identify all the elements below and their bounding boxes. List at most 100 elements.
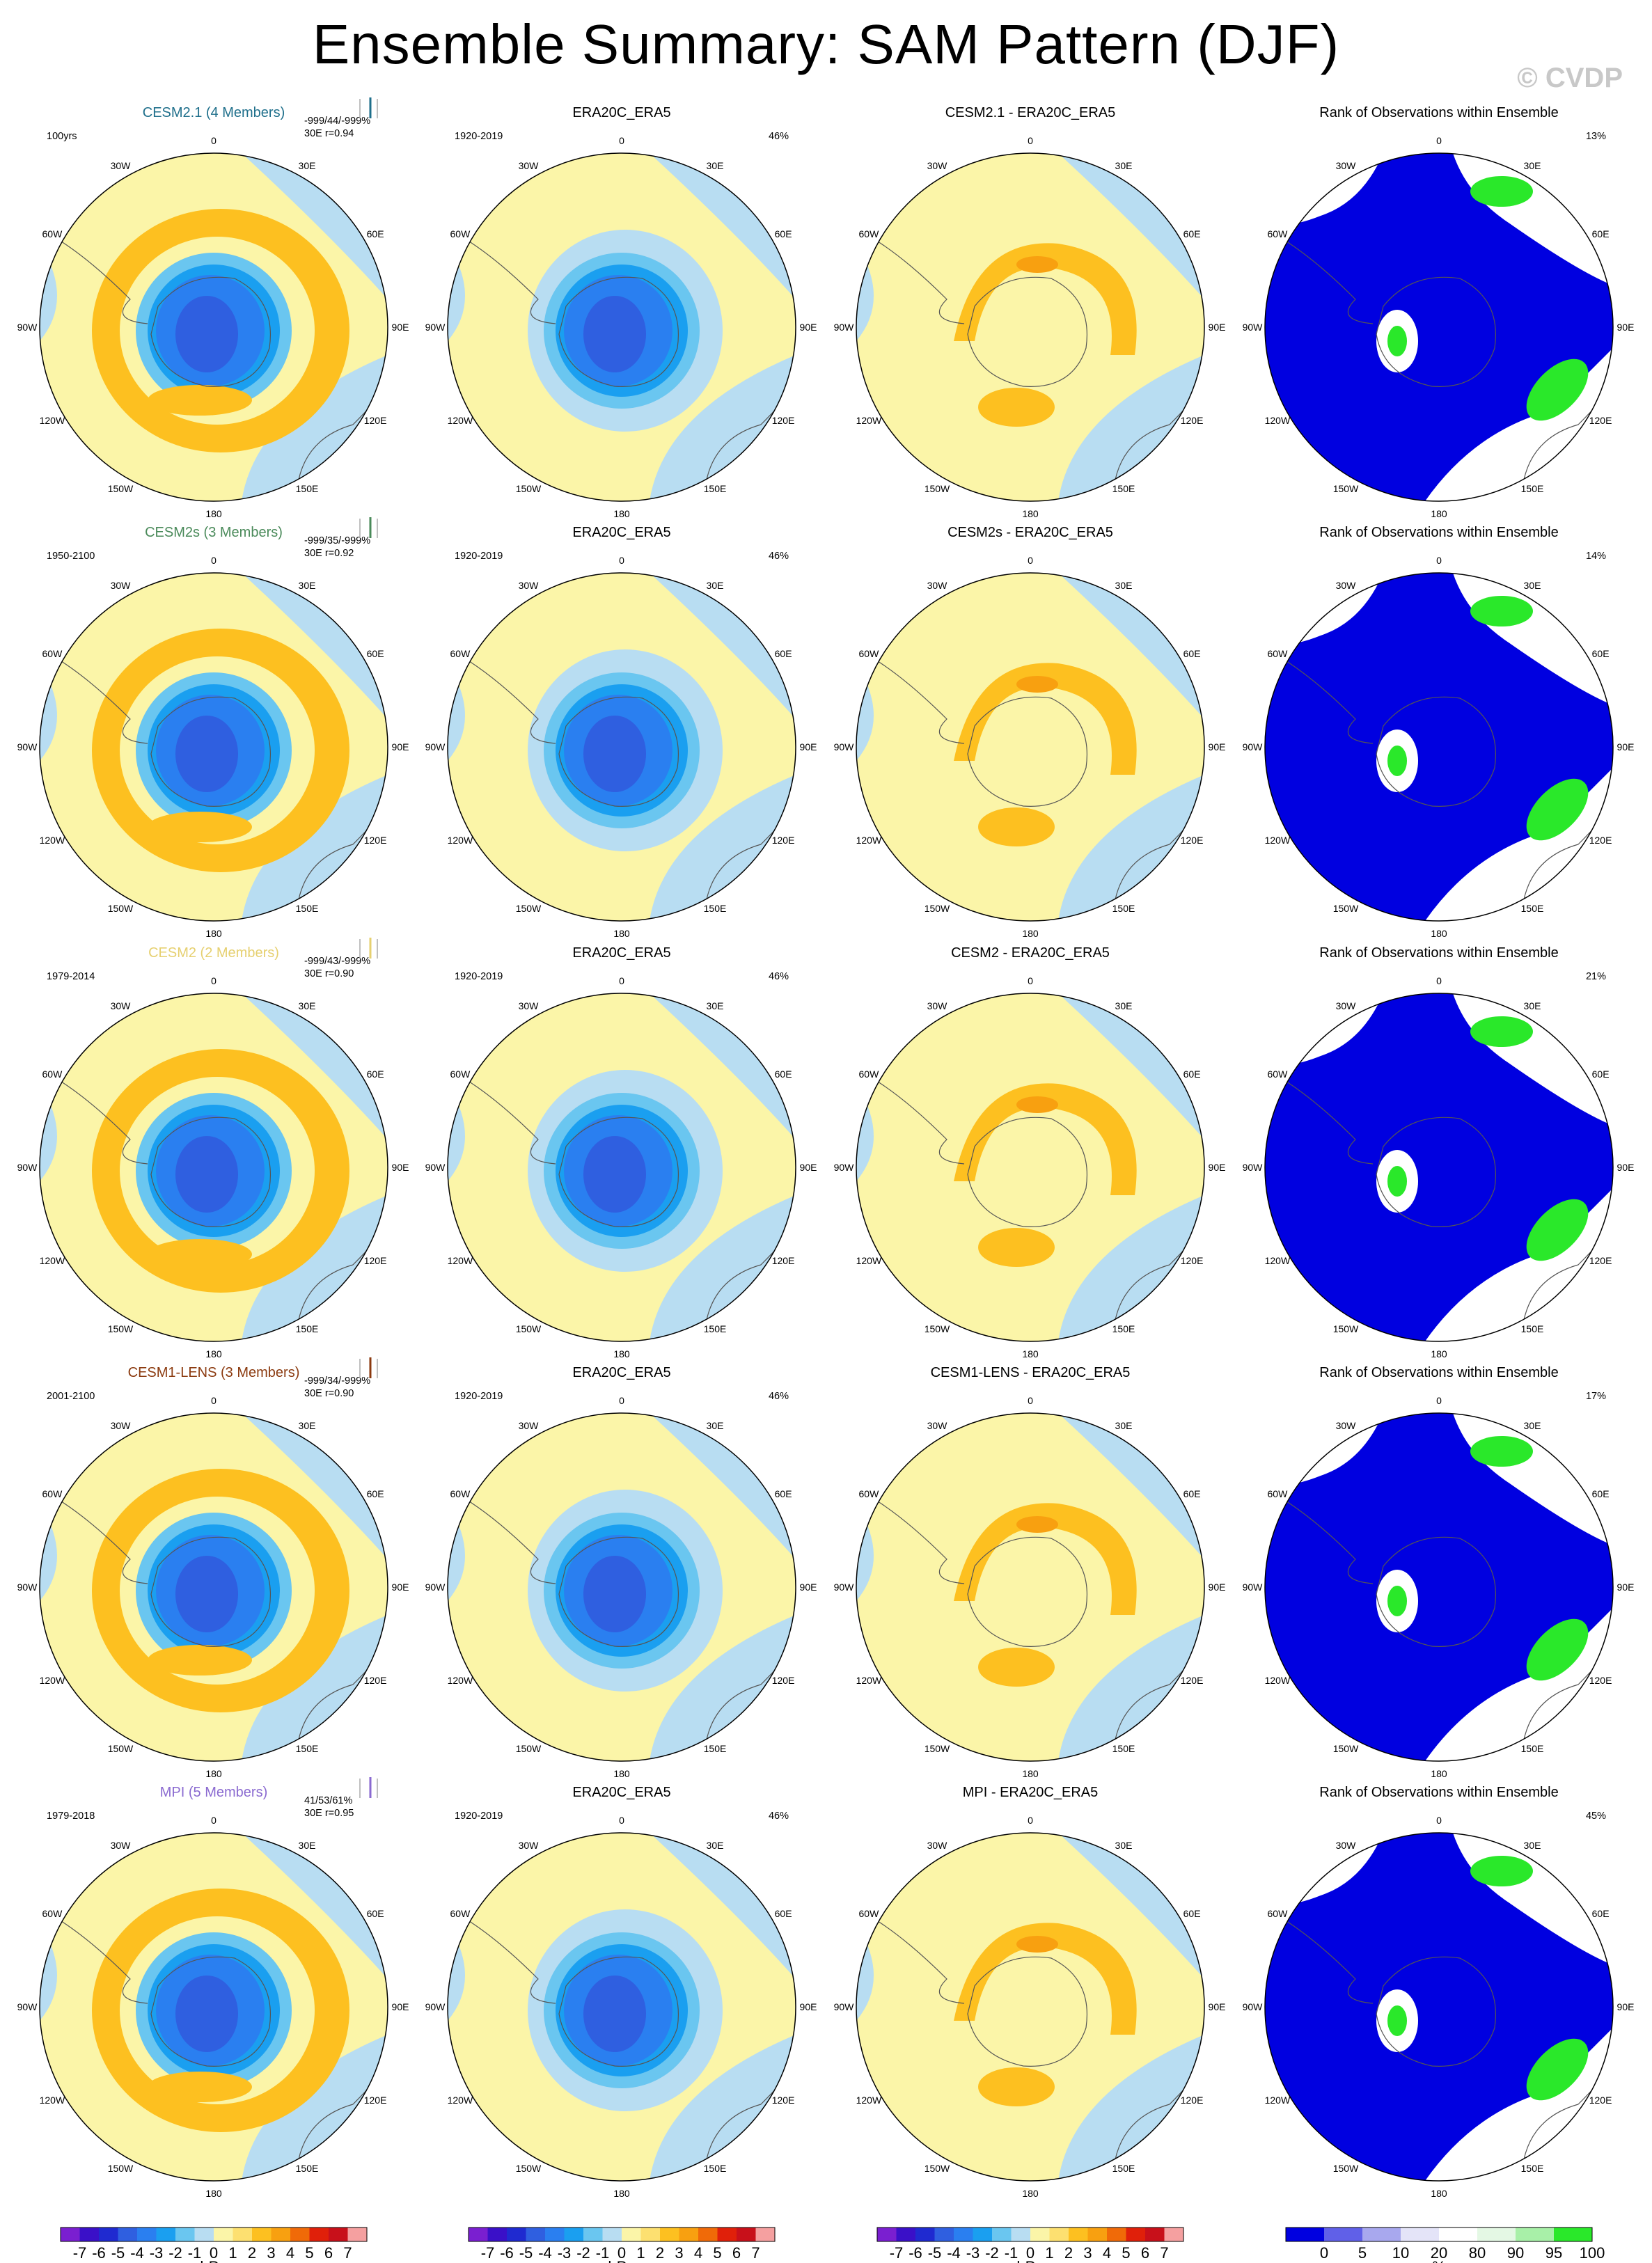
longitude-label: 90W (425, 1162, 446, 1173)
longitude-label: 90E (1617, 741, 1635, 752)
map-panel: 0 30E 60E 90E 120E 150E 180 150W 120W 90W 60W 30W CE… (834, 1365, 1226, 1779)
south-america-coastline (870, 656, 965, 744)
longitude-label: 180 (1022, 2188, 1039, 2199)
map-panel: 0 30E 60E 90E 120E 150E 180 150W 120W 90W 60W 30W CE… (834, 105, 1226, 519)
obs-years: 1920-2019 (455, 1811, 503, 1822)
colorbar-swatch (545, 2227, 565, 2241)
colorbar-swatch (1401, 2227, 1439, 2241)
longitude-label: 150E (704, 1743, 727, 1754)
colorbar-tick-label: -7 (481, 2244, 495, 2262)
diff-high (1016, 1096, 1058, 1113)
antarctica-coastline (558, 696, 679, 807)
rank-green (1526, 358, 1589, 421)
colorbar-tick-label: 4 (286, 2244, 294, 2262)
longitude-label: 120W (448, 835, 473, 846)
colorbar-swatch (1516, 2227, 1554, 2241)
longitude-label: 120W (1265, 2095, 1291, 2106)
longitude-label: 180 (1431, 928, 1447, 939)
longitude-label: 30E (1115, 1840, 1133, 1851)
field-low (583, 1136, 646, 1213)
longitude-label: 150E (704, 2163, 727, 2174)
longitude-label: 120W (1265, 415, 1291, 426)
map-outline (447, 572, 796, 922)
map-panel: 0 30E 60E 90E 120E 150E 180 150W 120W 90W 60W 30W ER… (425, 945, 817, 1359)
longitude-label: 150W (516, 483, 542, 494)
model-stats: -999/43/-999% (304, 956, 370, 967)
model-stats: -999/35/-999% (304, 535, 370, 546)
longitude-label: 120E (772, 835, 795, 846)
longitude-label: 120E (1181, 1675, 1204, 1686)
colorbar-frame (876, 2227, 1184, 2242)
obs-title: ERA20C_ERA5 (572, 1365, 670, 1380)
colorbar-tick-label: -7 (890, 2244, 904, 2262)
colorbar-swatch (1324, 2227, 1362, 2241)
colorbar-swatch (954, 2227, 973, 2241)
south-america-coastline (1278, 1496, 1374, 1584)
map-panel: 0 30E 60E 90E 120E 150E 180 150W 120W 90W 60W 30W CE… (834, 525, 1226, 939)
colorbar-swatch (118, 2227, 137, 2241)
longitude-label: 90E (392, 741, 409, 752)
map-panel: 0 30E 60E 90E 120E 150E 180 150W 120W 90W 60W 30W ER… (425, 105, 817, 519)
colorbar-tick-label: -5 (928, 2244, 942, 2262)
longitude-label: 0 (1436, 1395, 1442, 1406)
map-panel: 0 30E 60E 90E 120E 150E 180 150W 120W 90W 60W 30W MP… (17, 1777, 409, 2199)
colorbar-tick-label: 1 (636, 2244, 645, 2262)
colorbar-tick-label: -7 (73, 2244, 87, 2262)
field-low (583, 716, 646, 792)
rank-green (1387, 326, 1407, 356)
colorbar-swatch (79, 2227, 99, 2241)
longitude-label: 150W (516, 2163, 542, 2174)
colorbar-tick-label: 1 (228, 2244, 237, 2262)
longitude-label: 150E (1112, 483, 1135, 494)
longitude-label: 150E (1112, 2163, 1135, 2174)
field-high (148, 385, 252, 416)
model-stats: -999/34/-999% (304, 1375, 370, 1387)
south-america-coastline (870, 236, 965, 324)
colorbar-swatch (622, 2227, 641, 2241)
diff-title: MPI - ERA20C_ERA5 (963, 1785, 1099, 1800)
colorbar-tick-label: 2 (1064, 2244, 1073, 2262)
longitude-label: 60E (775, 1069, 792, 1080)
rank-percent: 14% (1586, 551, 1606, 562)
field-high (148, 2072, 252, 2102)
model-correlation: 30E r=0.90 (304, 968, 354, 979)
antarctica-coastline (1376, 1536, 1496, 1647)
longitude-label: 30E (299, 1420, 316, 1431)
longitude-label: 90W (834, 1582, 855, 1593)
longitude-label: 150W (108, 1323, 134, 1334)
longitude-label: 180 (613, 1768, 630, 1779)
colorbar-swatch (992, 2227, 1012, 2241)
colorbar-tick-label: 6 (324, 2244, 333, 2262)
longitude-label: 120W (448, 415, 473, 426)
longitude-label: 0 (619, 555, 624, 566)
longitude-label: 60W (42, 1069, 63, 1080)
longitude-label: 30W (927, 1000, 948, 1011)
longitude-label: 30E (1524, 1420, 1541, 1431)
longitude-label: 30W (927, 160, 948, 171)
longitude-label: 180 (1022, 508, 1039, 519)
south-america-coastline (1278, 236, 1374, 324)
longitude-label: 90W (834, 741, 855, 752)
antarctica-coastline (1376, 1956, 1496, 2067)
longitude-label: 120E (1181, 1255, 1204, 1266)
diff-high (1016, 676, 1058, 693)
longitude-label: 60E (367, 648, 384, 659)
longitude-label: 150W (1333, 903, 1359, 914)
model-title: CESM1-LENS (3 Members) (128, 1365, 300, 1380)
colorbar-swatch (755, 2227, 775, 2241)
colorbar-swatch (1126, 2227, 1145, 2241)
model-stats: -999/44/-999% (304, 116, 370, 127)
colorbar-tick-label: -6 (92, 2244, 106, 2262)
colorbar-tick-label: -2 (576, 2244, 590, 2262)
longitude-label: 120E (772, 1255, 795, 1266)
map-outline (1264, 1832, 1614, 2182)
colorbar-swatch (271, 2227, 290, 2241)
map-panel: 0 30E 60E 90E 120E 150E 180 150W 120W 90W 60W 30W CE… (17, 97, 409, 519)
diff-high (1016, 1516, 1058, 1533)
longitude-label: 30W (927, 580, 948, 591)
diff-high (954, 243, 1137, 355)
colorbar-tick-label: 6 (732, 2244, 741, 2262)
longitude-label: 90E (1209, 1582, 1226, 1593)
south-america-coastline (53, 1496, 148, 1584)
